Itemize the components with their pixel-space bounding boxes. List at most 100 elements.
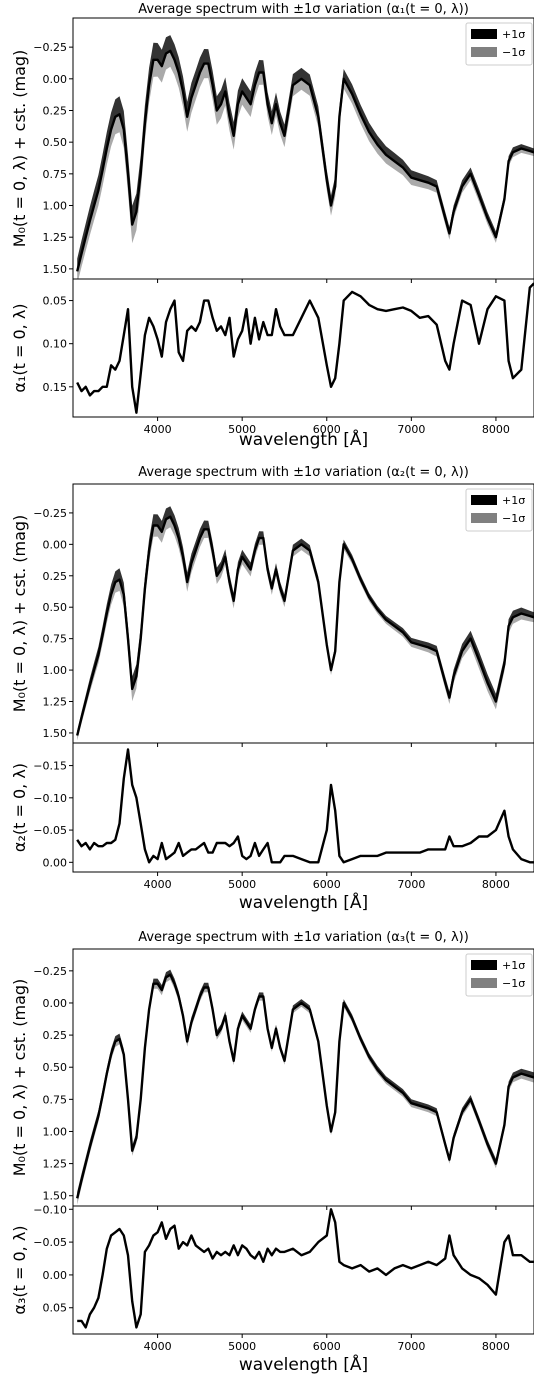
top-ytick-label: 1.50 [43,1190,68,1203]
top-ylabel: M₀(t = 0, λ) + cst. (mag) [10,979,29,1177]
top-ytick-label: 1.50 [43,727,68,740]
xlabel: wavelength [Å] [239,891,368,913]
legend-label-plus: +1σ [502,494,525,507]
bottom-ytick-label: 0.00 [43,856,68,869]
top-ytick-label: 0.00 [43,997,68,1010]
bottom-xtick-label: 7000 [397,423,425,436]
top-ytick-label: 1.00 [43,200,68,213]
top-ytick-label: 0.25 [43,104,68,117]
chart-title: Average spectrum with ±1σ variation (α₁(… [138,2,469,17]
bottom-xtick-label: 4000 [144,1340,172,1353]
legend-label-minus: −1σ [502,46,525,59]
mean-spectrum-line [76,49,534,272]
bottom-axes-frame [72,1205,534,1335]
minus-sigma-band [77,50,534,279]
bottom-xtick-label: 7000 [397,878,425,891]
top-ytick-label: 1.25 [43,696,68,709]
legend-swatch-minus [471,978,497,988]
top-ytick-label: 0.00 [43,73,68,86]
top-ytick-label: 0.25 [43,570,68,583]
top-ytick-label: 1.50 [43,263,68,276]
minus-sigma-band [77,516,534,741]
top-ytick-label: 0.75 [43,1093,68,1106]
legend-swatch-plus [471,29,497,39]
bottom-ylabel: α₁(t = 0, λ) [10,303,29,392]
bottom-ytick-label: −0.15 [33,760,67,773]
bottom-ytick-label: −0.10 [33,1203,67,1216]
top-ylabel: M₀(t = 0, λ) + cst. (mag) [10,515,29,713]
bottom-ytick-label: −0.05 [33,1236,67,1249]
bottom-xtick-label: 4000 [144,423,172,436]
top-ytick-label: 1.25 [43,231,68,244]
mean-spectrum-line [76,973,534,1199]
top-ytick-label: 0.50 [43,136,68,149]
bottom-plot-area [76,748,534,864]
legend: +1σ−1σ [465,488,533,532]
bottom-xtick-label: 8000 [482,878,510,891]
top-ytick-label: 0.50 [43,601,68,614]
bottom-ytick-label: 0.05 [43,1302,68,1315]
legend: +1σ−1σ [465,22,533,66]
bottom-xtick-label: 8000 [482,423,510,436]
bottom-xtick-label: 4000 [144,878,172,891]
legend-label-plus: +1σ [502,959,525,972]
panel-alpha1: Average spectrum with ±1σ variation (α₁(… [10,2,534,450]
bottom-xtick-label: 8000 [482,1340,510,1353]
top-ytick-label: 0.00 [43,538,68,551]
top-plot-area [76,35,534,279]
legend-swatch-minus [471,47,497,57]
bottom-xtick-label: 6000 [313,423,341,436]
legend-label-plus: +1σ [502,28,525,41]
bottom-axes-frame [72,278,534,418]
bottom-plot-area [76,282,534,414]
bottom-xtick-label: 5000 [228,1340,256,1353]
top-plot-area [76,506,534,741]
bottom-xtick-label: 5000 [228,878,256,891]
bottom-ytick-label: 0.00 [43,1269,68,1282]
bottom-axes-frame [72,742,534,873]
top-ytick-label: 0.75 [43,168,68,181]
legend-swatch-plus [471,960,497,970]
bottom-plot-area [77,1208,534,1329]
top-ytick-label: 1.00 [43,1125,68,1138]
top-ytick-label: 0.25 [43,1029,68,1042]
bottom-ylabel: α₂(t = 0, λ) [10,763,29,852]
top-ylabel: M₀(t = 0, λ) + cst. (mag) [10,50,29,248]
legend: +1σ−1σ [465,953,533,997]
plus-sigma-band [77,969,534,1199]
alpha-component-line [76,282,534,414]
top-ytick-label: 1.00 [43,664,68,677]
bottom-ytick-label: −0.05 [33,824,67,837]
mean-spectrum-line [76,515,534,736]
bottom-ytick-label: 0.10 [43,338,68,351]
top-plot-area [76,969,534,1205]
legend-label-minus: −1σ [502,977,525,990]
plus-sigma-band [77,506,534,736]
top-ytick-label: −0.25 [33,41,67,54]
legend-label-minus: −1σ [502,512,525,525]
bottom-ylabel: α₃(t = 0, λ) [10,1225,29,1314]
bottom-ytick-label: −0.10 [33,792,67,805]
panel-alpha2: Average spectrum with ±1σ variation (α₂(… [10,465,534,913]
bottom-ytick-label: 0.05 [43,295,68,308]
top-ytick-label: 0.75 [43,633,68,646]
legend-swatch-plus [471,495,497,505]
chart-title: Average spectrum with ±1σ variation (α₃(… [138,930,469,945]
top-ytick-label: 1.25 [43,1158,68,1171]
alpha-component-line [77,1208,534,1329]
chart-title: Average spectrum with ±1σ variation (α₂(… [138,465,469,480]
alpha-component-line [76,748,534,864]
top-ytick-label: −0.25 [33,965,67,978]
minus-sigma-band [77,974,534,1205]
bottom-ytick-label: 0.15 [43,381,68,394]
bottom-xtick-label: 6000 [313,1340,341,1353]
panel-alpha3: Average spectrum with ±1σ variation (α₃(… [10,930,534,1375]
top-ytick-label: −0.25 [33,507,67,520]
xlabel: wavelength [Å] [239,428,368,450]
xlabel: wavelength [Å] [239,1353,368,1375]
bottom-xtick-label: 5000 [228,423,256,436]
bottom-xtick-label: 6000 [313,878,341,891]
plus-sigma-band [77,35,534,272]
bottom-xtick-label: 7000 [397,1340,425,1353]
legend-swatch-minus [471,513,497,523]
